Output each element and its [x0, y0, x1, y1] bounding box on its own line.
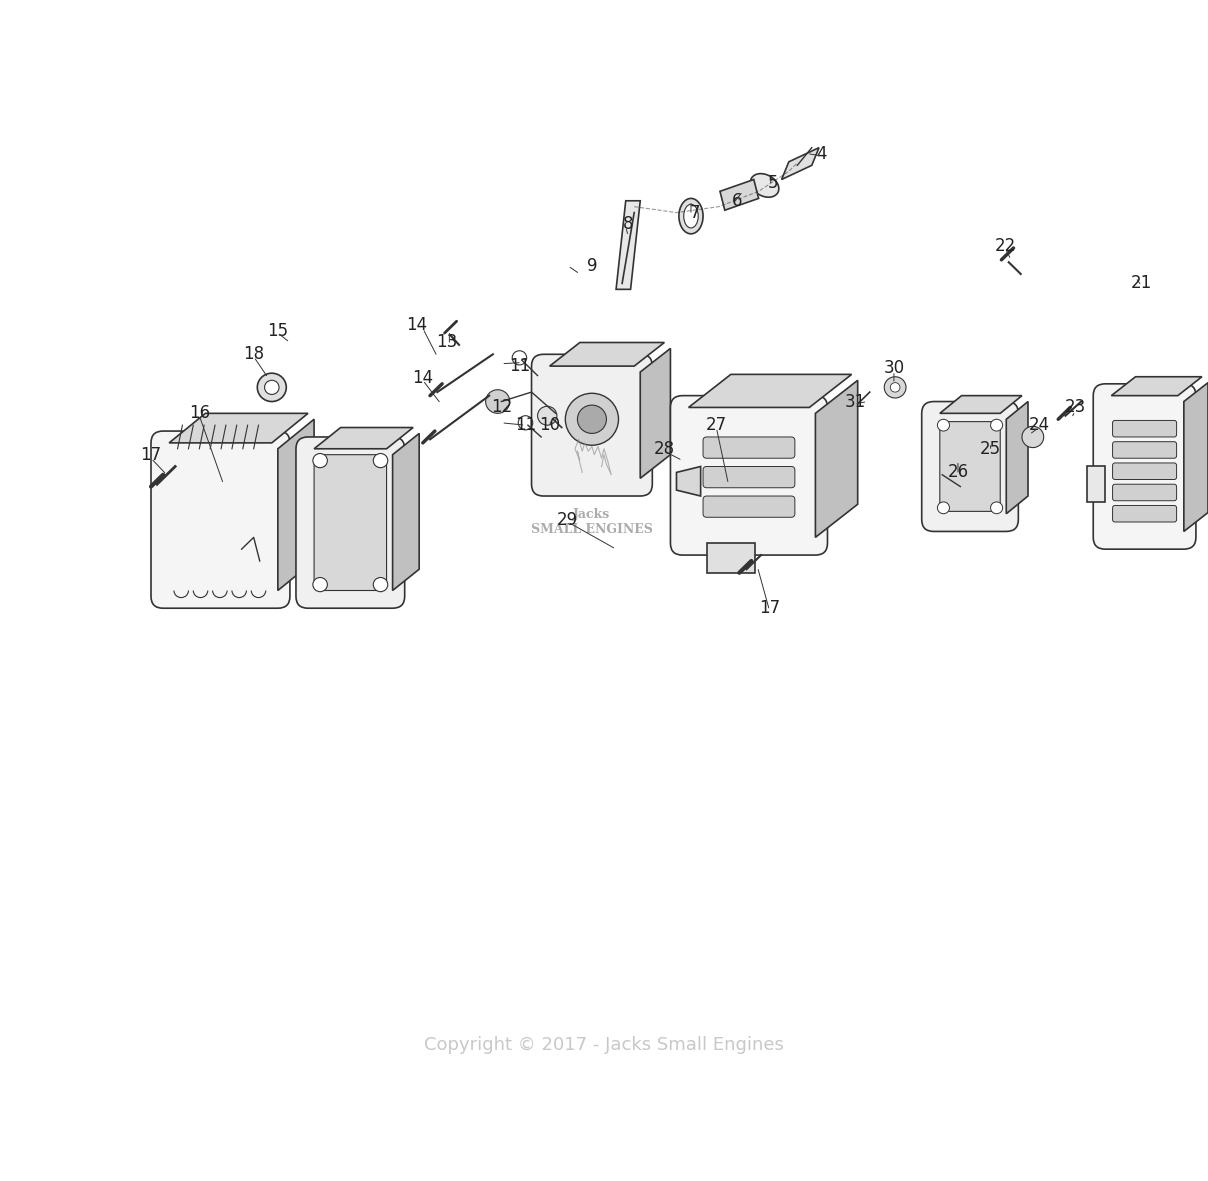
Circle shape: [265, 380, 279, 394]
Circle shape: [512, 351, 527, 365]
Circle shape: [373, 454, 388, 468]
Polygon shape: [278, 419, 314, 590]
FancyBboxPatch shape: [1113, 505, 1177, 522]
FancyBboxPatch shape: [670, 396, 827, 555]
Text: 14: 14: [406, 315, 428, 334]
Polygon shape: [393, 433, 419, 590]
Ellipse shape: [679, 198, 703, 234]
Polygon shape: [940, 396, 1022, 413]
Text: 25: 25: [980, 439, 1001, 458]
FancyBboxPatch shape: [1093, 384, 1196, 549]
FancyBboxPatch shape: [151, 431, 290, 608]
Polygon shape: [616, 201, 640, 289]
Ellipse shape: [684, 204, 698, 228]
Circle shape: [890, 383, 900, 392]
Text: 17: 17: [140, 445, 162, 464]
FancyBboxPatch shape: [296, 437, 405, 608]
FancyBboxPatch shape: [532, 354, 652, 496]
Text: 6: 6: [732, 191, 742, 210]
Text: 30: 30: [883, 359, 905, 378]
Text: 23: 23: [1064, 398, 1086, 417]
FancyBboxPatch shape: [703, 466, 795, 488]
Text: 22: 22: [994, 236, 1016, 255]
FancyBboxPatch shape: [1113, 420, 1177, 437]
Text: 29: 29: [557, 510, 579, 529]
Polygon shape: [550, 342, 664, 366]
Text: 4: 4: [817, 144, 826, 163]
Text: 26: 26: [947, 463, 969, 482]
Circle shape: [991, 419, 1003, 431]
Text: 5: 5: [768, 174, 778, 193]
Circle shape: [937, 419, 949, 431]
Polygon shape: [1006, 402, 1028, 514]
Text: 10: 10: [539, 416, 561, 435]
Circle shape: [991, 502, 1003, 514]
Circle shape: [313, 454, 327, 468]
Polygon shape: [707, 543, 755, 573]
FancyBboxPatch shape: [703, 437, 795, 458]
Text: 17: 17: [759, 599, 780, 618]
Polygon shape: [720, 180, 759, 210]
Text: 28: 28: [654, 439, 675, 458]
Circle shape: [937, 502, 949, 514]
Text: 15: 15: [267, 321, 289, 340]
Polygon shape: [640, 348, 670, 478]
Polygon shape: [1111, 377, 1202, 396]
Polygon shape: [689, 374, 852, 407]
Text: 27: 27: [705, 416, 727, 435]
Circle shape: [565, 393, 618, 445]
Text: 21: 21: [1131, 274, 1152, 293]
Polygon shape: [815, 380, 858, 537]
FancyBboxPatch shape: [922, 402, 1018, 531]
Polygon shape: [782, 148, 819, 180]
Polygon shape: [676, 466, 701, 496]
Polygon shape: [1184, 383, 1208, 531]
Polygon shape: [1087, 466, 1105, 502]
FancyBboxPatch shape: [1113, 442, 1177, 458]
Text: Copyright © 2017 - Jacks Small Engines: Copyright © 2017 - Jacks Small Engines: [424, 1036, 784, 1055]
Circle shape: [257, 373, 286, 402]
Text: Jacks
SMALL ENGINES: Jacks SMALL ENGINES: [532, 508, 652, 536]
FancyBboxPatch shape: [703, 496, 795, 517]
FancyBboxPatch shape: [314, 455, 387, 590]
Ellipse shape: [750, 174, 779, 197]
Circle shape: [518, 416, 533, 430]
FancyBboxPatch shape: [1113, 463, 1177, 479]
Polygon shape: [169, 413, 308, 443]
Text: 9: 9: [587, 256, 597, 275]
Circle shape: [538, 406, 557, 425]
Circle shape: [884, 377, 906, 398]
Text: 31: 31: [844, 392, 866, 411]
Text: 18: 18: [243, 345, 265, 364]
Text: 11: 11: [515, 416, 536, 435]
Circle shape: [577, 405, 606, 433]
Circle shape: [313, 578, 327, 592]
Text: 12: 12: [490, 398, 512, 417]
Polygon shape: [314, 428, 413, 449]
Circle shape: [486, 390, 510, 413]
Text: 24: 24: [1028, 416, 1050, 435]
Text: 14: 14: [412, 368, 434, 387]
Text: 7: 7: [690, 203, 699, 222]
Text: 11: 11: [509, 357, 530, 376]
Text: 16: 16: [188, 404, 210, 423]
Circle shape: [373, 578, 388, 592]
Text: 13: 13: [436, 333, 458, 352]
Text: 8: 8: [623, 215, 633, 234]
FancyBboxPatch shape: [1113, 484, 1177, 501]
Circle shape: [1022, 426, 1044, 448]
FancyBboxPatch shape: [940, 422, 1000, 511]
